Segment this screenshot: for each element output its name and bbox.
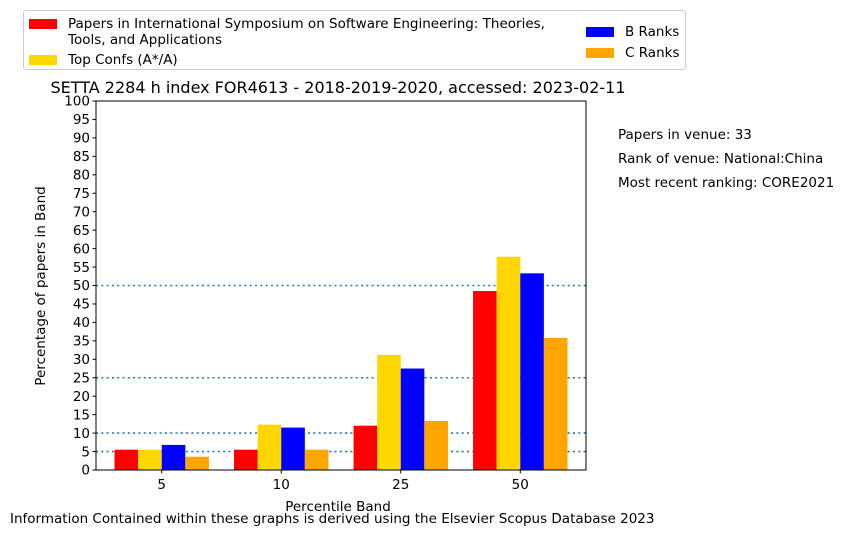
legend-label-papers-line2: Tools, and Applications <box>68 32 222 48</box>
bar <box>353 425 378 470</box>
y-tick-label: 60 <box>73 241 90 257</box>
most-recent-ranking: Most recent ranking: CORE2021 <box>618 175 835 191</box>
y-tick-label: 25 <box>73 370 90 386</box>
legend-swatch-orange <box>586 48 614 58</box>
y-tick-label: 65 <box>73 223 90 239</box>
y-tick-label: 10 <box>73 426 90 442</box>
y-tick-label: 20 <box>73 389 90 405</box>
y-tick-label: 0 <box>81 463 90 479</box>
legend-label-c-ranks: C Ranks <box>625 45 680 61</box>
y-tick-label: 75 <box>73 186 90 202</box>
footer-note: Information Contained within these graph… <box>10 511 655 527</box>
bar <box>496 256 521 470</box>
bar <box>185 456 209 470</box>
y-axis-label: Percentage of papers in Band <box>33 186 49 385</box>
bar <box>424 420 448 470</box>
legend-swatch-blue <box>586 27 614 37</box>
y-tick-label: 70 <box>73 204 90 220</box>
y-tick-label: 5 <box>81 444 90 460</box>
bars <box>114 256 568 470</box>
legend-item-c-ranks: C Ranks <box>586 45 679 61</box>
y-tick-label: 55 <box>73 260 90 276</box>
bar <box>257 424 282 470</box>
chart-title: SETTA 2284 h index FOR4613 - 2018-2019-2… <box>50 78 625 97</box>
x-axis: 5 10 25 50 <box>157 470 529 493</box>
y-tick-label: 80 <box>73 168 90 184</box>
legend-item-papers: Papers in International Symposium on Sof… <box>29 16 545 48</box>
bar <box>473 291 497 470</box>
legend-label-top-confs: Top Confs (A*/A) <box>68 52 178 68</box>
bar <box>377 354 401 470</box>
bar <box>400 368 425 470</box>
y-tick-label: 30 <box>73 352 90 368</box>
papers-in-venue: Papers in venue: 33 <box>618 127 752 143</box>
y-tick-label: 40 <box>73 315 90 331</box>
bar <box>161 444 186 470</box>
bar <box>520 273 544 470</box>
bar <box>304 449 329 470</box>
legend: Papers in International Symposium on Sof… <box>23 10 686 70</box>
y-tick-label: 15 <box>73 407 90 423</box>
y-tick-label: 90 <box>73 131 90 147</box>
bar <box>543 337 568 470</box>
rank-of-venue: Rank of venue: National:China <box>618 151 824 167</box>
bar <box>114 449 139 470</box>
y-tick-label: 50 <box>73 278 90 294</box>
y-tick-label: 45 <box>73 297 90 313</box>
legend-label-papers-line1: Papers in International Symposium on Sof… <box>68 16 545 32</box>
bar <box>281 427 305 470</box>
x-tick-label: 5 <box>157 477 166 493</box>
legend-item-top-confs: Top Confs (A*/A) <box>29 52 178 68</box>
x-tick-label: 50 <box>512 477 529 493</box>
y-tick-label: 95 <box>73 112 90 128</box>
y-tick-label: 35 <box>73 334 90 350</box>
legend-swatch-red <box>29 19 57 29</box>
legend-label-b-ranks: B Ranks <box>625 24 680 40</box>
x-axis-label: Percentile Band <box>285 499 391 515</box>
y-tick-label: 100 <box>64 94 90 110</box>
bar <box>138 449 162 470</box>
legend-item-b-ranks: B Ranks <box>586 24 679 40</box>
bar <box>234 449 258 470</box>
y-tick-label: 85 <box>73 149 90 165</box>
legend-swatch-gold <box>29 55 57 65</box>
y-axis: 0 5 10 15 20 25 30 35 40 45 50 55 60 65 70 75 80 85 90 95 10… <box>64 94 96 479</box>
x-tick-label: 10 <box>273 477 290 493</box>
x-tick-label: 25 <box>392 477 409 493</box>
